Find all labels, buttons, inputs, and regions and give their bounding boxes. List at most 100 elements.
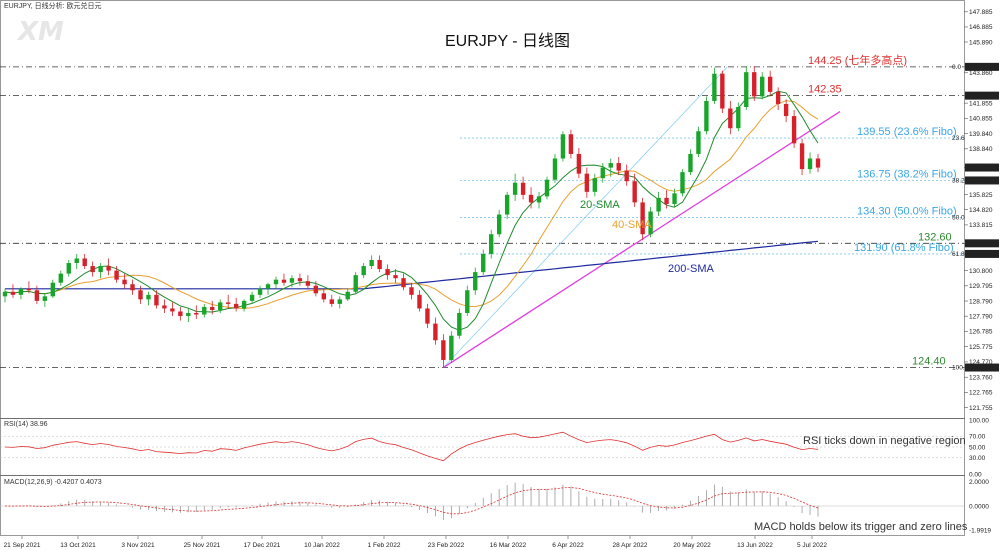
level-price-tag-text: 131.900 <box>967 251 991 258</box>
level-price-tag-text: 136.750 <box>967 178 991 185</box>
macd-tick-label: 0.0000 <box>969 503 989 510</box>
candle-body <box>170 308 175 312</box>
candle-body <box>720 73 725 109</box>
level-price-tag <box>965 176 999 185</box>
candle-body <box>369 259 374 267</box>
candle-body <box>82 258 87 267</box>
candle-body <box>257 288 263 295</box>
candle-body <box>154 294 159 306</box>
candle-body <box>241 300 247 309</box>
candle-body <box>536 196 542 203</box>
candle-body <box>130 284 135 291</box>
level-price-tag-text: 142.350 <box>967 93 991 100</box>
candle-body <box>473 272 478 291</box>
level-price-tag <box>965 239 999 248</box>
fibo-ratio-label: 23.6 <box>952 135 965 142</box>
price-tick-label: 122.765 <box>969 390 993 397</box>
candle-body <box>512 182 518 195</box>
date-tick-label: 20 May 2022 <box>673 542 711 549</box>
level-price-tag <box>965 249 999 258</box>
macd-tick-label: -1.9919 <box>969 528 991 535</box>
candle-body <box>465 290 470 313</box>
date-tick-label: 13 Oct 2021 <box>60 542 96 549</box>
candle-body <box>489 234 494 254</box>
candle-body <box>313 285 319 294</box>
price-tick-label: 143.860 <box>969 70 993 77</box>
candle-body <box>225 302 231 304</box>
fibo-ratio-label: 0.0 <box>952 64 961 71</box>
candle-body <box>441 340 446 360</box>
price-tick-label: 134.820 <box>969 207 993 214</box>
candle-body <box>106 266 111 271</box>
candle-body <box>744 72 749 107</box>
candle-body <box>656 197 661 212</box>
chart-title: EURJPY - 日线图 <box>445 32 570 50</box>
rsi-tick-label: 100.00 <box>969 417 989 424</box>
candle-body <box>273 279 279 285</box>
candle-body <box>600 167 605 179</box>
level-label: 142.35 <box>808 84 842 96</box>
candle-body <box>632 181 637 203</box>
candle-body <box>752 72 757 97</box>
candle-body <box>233 303 239 309</box>
rsi-tick-label: 0.00 <box>969 471 982 478</box>
candle-body <box>249 294 255 301</box>
candle-body <box>783 103 789 117</box>
rsi-panel: RSI(14) 38.96 100.0070.0050.0030.000.00 … <box>0 417 989 478</box>
candle-body <box>520 182 526 195</box>
candle-body <box>592 178 598 192</box>
candle-body <box>50 282 56 297</box>
candle-body <box>680 172 685 194</box>
level-label: 132.60 <box>918 231 952 243</box>
date-tick-label: 1 Feb 2022 <box>368 542 401 549</box>
date-tick-label: 25 Nov 2021 <box>184 542 221 549</box>
level-label: 134.30 (50.0% Fibo) <box>857 206 957 218</box>
candle-body <box>728 108 733 129</box>
fibo-ratio-label: 100.0 <box>952 365 969 372</box>
ma-label: 20-SMA <box>580 199 620 211</box>
candle-body <box>552 158 558 180</box>
price-tick-label: 126.785 <box>969 329 993 336</box>
candle-body <box>393 275 398 279</box>
price-tick-label: 138.840 <box>969 146 993 153</box>
price-tick-label: 121.755 <box>969 405 993 412</box>
candle-body <box>289 278 295 283</box>
candle-body <box>791 116 797 144</box>
level-label: 136.75 (38.2% Fibo) <box>857 168 957 180</box>
candle-body <box>2 291 8 297</box>
candle-body <box>767 76 773 92</box>
candle-body <box>640 202 645 235</box>
rsi-tick-label: 30.00 <box>969 455 986 462</box>
level-price-tag <box>965 363 999 372</box>
date-tick-label: 13 Jun 2022 <box>737 542 773 549</box>
candle-body <box>504 194 510 215</box>
candle-body <box>98 266 103 273</box>
candle-body <box>528 194 534 203</box>
candle-body <box>457 313 462 336</box>
level-label: 131.90 (61.8% Fibo) <box>854 242 954 254</box>
candle-body <box>202 306 207 315</box>
fibo-ratio-label: 61.8 <box>952 251 965 258</box>
candle-body <box>337 299 342 304</box>
macd-signal-line <box>4 487 819 515</box>
price-tick-label: 147.885 <box>969 9 993 16</box>
xm-logo: XM <box>16 17 64 47</box>
ma-labels: 20-SMA 40-SMA 200-SMA <box>580 199 715 275</box>
candle-body <box>481 253 486 273</box>
date-tick-label: 21 Sep 2021 <box>4 542 41 549</box>
support-resistance-levels: 144.25 (七年多高点) 144.250 142.35 142.350 139.55… <box>0 53 999 372</box>
candle-body <box>417 294 422 309</box>
candle-body <box>704 100 709 132</box>
sma-20-line <box>4 90 819 331</box>
candle-body <box>18 288 24 295</box>
date-tick-label: 23 Feb 2022 <box>428 542 465 549</box>
fibo-retracement-line <box>443 66 728 368</box>
rising-trendline <box>443 110 841 369</box>
level-price-tag <box>965 91 999 100</box>
level-price-tag <box>965 62 999 71</box>
candle-body <box>449 335 454 360</box>
fibo-ratio-label: 50.0 <box>952 215 965 222</box>
price-tick-label: 145.890 <box>969 39 993 46</box>
candle-body <box>584 173 590 192</box>
candle-body <box>608 163 613 168</box>
